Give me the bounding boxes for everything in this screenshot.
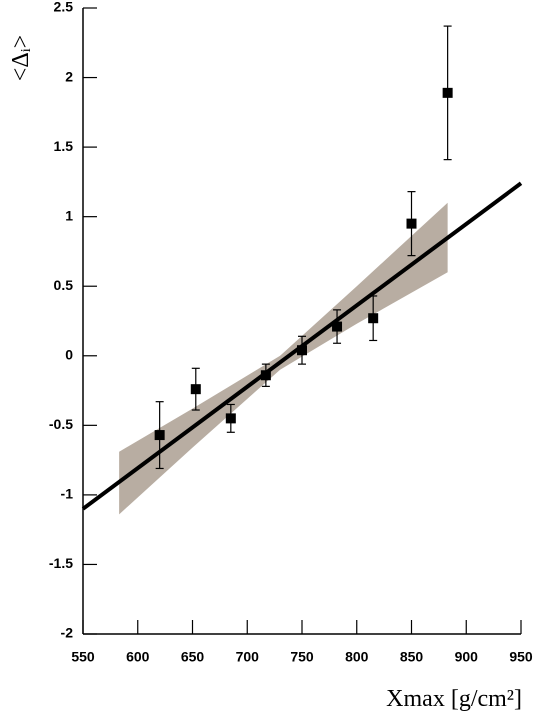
data-point [442, 87, 453, 98]
x-tick-label: 850 [400, 649, 424, 665]
x-tick-label: 650 [181, 649, 205, 665]
y-tick-label: 1 [65, 207, 73, 223]
y-tick-label: 2.5 [54, 0, 74, 15]
data-point [368, 313, 379, 324]
data-point [332, 321, 343, 332]
data-point [260, 370, 271, 381]
y-tick-label: -1.5 [49, 555, 73, 571]
x-tick-label: 950 [509, 649, 533, 665]
x-tick-label: 750 [290, 649, 314, 665]
x-tick-label: 700 [236, 649, 260, 665]
x-tick-label: 550 [71, 649, 95, 665]
y-tick-label: -2 [61, 625, 74, 641]
x-tick-label: 900 [455, 649, 479, 665]
x-axis-title: Xmax [g/cm²] [386, 686, 522, 712]
data-point [406, 218, 417, 229]
y-tick-label: 1.5 [54, 138, 74, 154]
x-tick-label: 600 [126, 649, 150, 665]
data-point [154, 430, 165, 441]
data-point [225, 413, 236, 424]
data-point [297, 345, 307, 356]
x-tick-label: 800 [345, 649, 369, 665]
y-tick-label: -0.5 [49, 416, 73, 432]
y-tick-label: 2 [65, 68, 73, 84]
y-tick-label: 0.5 [54, 277, 74, 293]
y-tick-label: -1 [61, 486, 74, 502]
y-axis-title: <Δᵢ> [8, 35, 34, 81]
data-point [190, 384, 201, 395]
y-tick-label: 0 [65, 346, 73, 362]
